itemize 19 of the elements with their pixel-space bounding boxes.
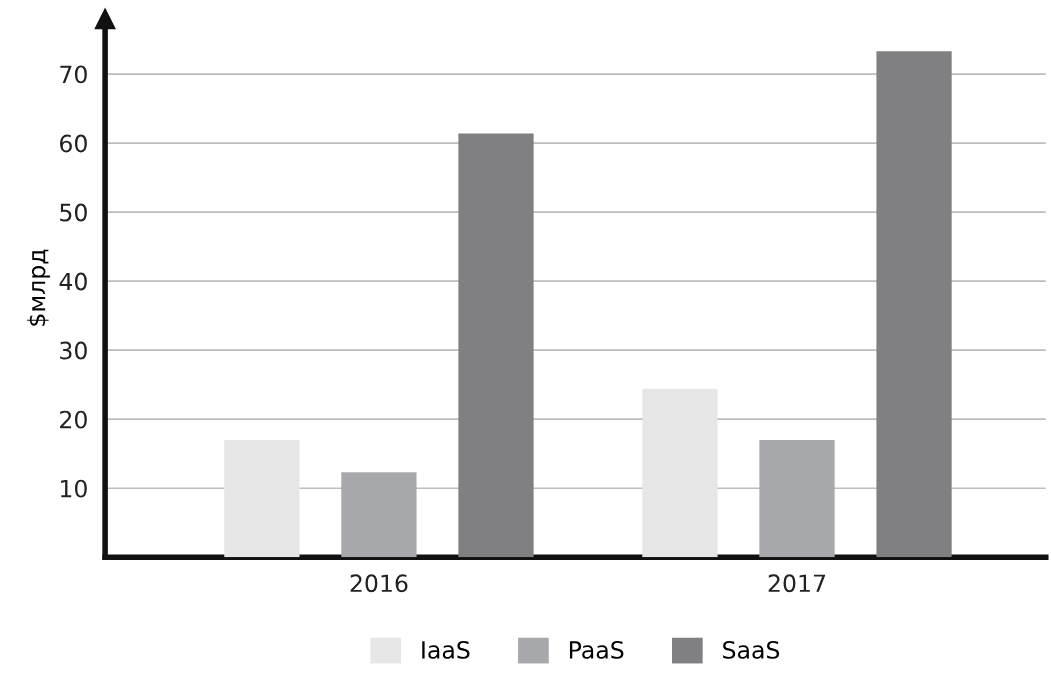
legend-label: PaaS	[569, 640, 624, 659]
y-tick-label: 70	[60, 65, 87, 84]
legend-label: IaaS	[422, 640, 470, 659]
x-tick-label: 2017	[768, 574, 826, 593]
bar	[642, 388, 718, 558]
y-tick-label: 60	[60, 134, 87, 153]
bar	[458, 133, 534, 558]
y-tick-label: 30	[60, 341, 87, 360]
bar	[759, 439, 835, 558]
y-tick-label: 40	[59, 272, 87, 291]
x-tick-label: 2016	[350, 574, 408, 593]
y-tick-label: 10	[60, 479, 87, 498]
y-axis-title: $млрд	[27, 249, 51, 326]
legend-label: SaaS	[723, 640, 780, 659]
bar	[341, 472, 417, 558]
bar	[876, 51, 952, 558]
y-tick-label: 20	[60, 410, 87, 429]
bar	[224, 439, 300, 558]
y-tick-label: 50	[60, 203, 87, 222]
